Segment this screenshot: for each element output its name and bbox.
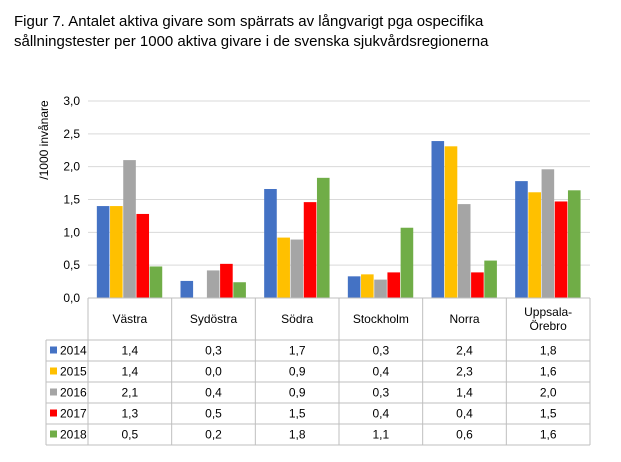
bar-2017 <box>387 272 401 298</box>
bar-2016 <box>374 279 387 298</box>
data-cell: 0,4 <box>205 386 222 400</box>
bar-2015 <box>110 206 123 298</box>
data-cell: 0,4 <box>372 365 389 379</box>
data-cell: 2,3 <box>456 365 473 379</box>
bar-2014 <box>347 276 361 298</box>
y-axis-ticks: 0,0 0,5 1,0 1,5 2,0 2,5 3,0 <box>63 94 80 305</box>
y-tick-label: 1,5 <box>63 193 80 207</box>
bar-2014 <box>180 280 194 298</box>
bar-2017 <box>220 263 233 298</box>
chart-title: Figur 7. Antalet aktiva givare som spärr… <box>14 12 574 52</box>
bar-2017 <box>136 213 150 298</box>
data-cell: 2,1 <box>121 386 138 400</box>
y-tick-label: 1,0 <box>63 225 80 239</box>
bar-2015 <box>444 146 458 298</box>
bar-2016 <box>123 160 136 298</box>
data-cell: 0,3 <box>372 386 389 400</box>
legend-key-2016 <box>50 388 57 396</box>
data-cell: 1,7 <box>289 344 306 358</box>
bar-2018 <box>484 260 497 298</box>
gridlines <box>88 100 590 299</box>
data-cell: 0,2 <box>205 428 222 442</box>
data-cell: 1,4 <box>456 386 473 400</box>
legend-key-2017 <box>50 409 57 417</box>
bar-2014 <box>96 206 110 298</box>
bar-2015 <box>528 192 541 298</box>
data-cell: 1,6 <box>540 365 557 379</box>
data-cell: 0,9 <box>289 365 306 379</box>
bar-2015 <box>277 237 290 298</box>
bar-2016 <box>290 239 304 298</box>
y-tick-label: 0,5 <box>63 258 80 272</box>
y-tick-label: 2,5 <box>63 127 80 141</box>
data-cell: 0,3 <box>205 344 222 358</box>
chart-title-line-2: sållningstester per 1000 aktiva givare i… <box>14 33 489 50</box>
category-label: Norra <box>449 312 479 326</box>
data-cell: 1,6 <box>540 428 557 442</box>
legend-label: 2014 <box>60 344 87 358</box>
data-cell: 0,4 <box>456 407 473 421</box>
bar-2014 <box>515 181 528 298</box>
data-cell: 1,8 <box>540 344 557 358</box>
data-cell: 1,5 <box>289 407 306 421</box>
bar-2018 <box>316 177 330 298</box>
bar-2018 <box>149 266 163 298</box>
data-cell: 0,3 <box>372 344 389 358</box>
legend-label: 2018 <box>60 428 87 442</box>
legend-label: 2016 <box>60 386 87 400</box>
data-cell: 2,4 <box>456 344 473 358</box>
category-label: Södra <box>281 312 313 326</box>
bar-2017 <box>471 272 484 298</box>
y-axis-label: /1000 invånare <box>37 100 51 180</box>
category-label: Örebro <box>529 319 567 333</box>
data-cell: 1,3 <box>121 407 138 421</box>
data-cell: 0,5 <box>121 428 138 442</box>
category-label: Uppsala- <box>524 305 572 319</box>
data-cell: 1,4 <box>121 344 138 358</box>
data-table: Västra Sydöstra Södra Stockholm Norra Uppsala… <box>45 297 591 446</box>
category-label: Stockholm <box>353 312 409 326</box>
bar-2015 <box>361 274 374 298</box>
legend-key-2015 <box>50 367 57 375</box>
bar-2018 <box>567 190 581 298</box>
legend-key-2018 <box>50 430 57 438</box>
bar-2014 <box>431 141 445 298</box>
y-tick-label: 2,0 <box>63 160 80 174</box>
bar-2016 <box>457 204 471 298</box>
legend-label: 2017 <box>60 407 87 421</box>
y-tick-label: 0,0 <box>63 291 80 305</box>
data-cell: 0,9 <box>289 386 306 400</box>
bar-2017 <box>303 202 317 298</box>
bar-2018 <box>400 227 414 298</box>
data-cell: 1,8 <box>289 428 306 442</box>
data-cell: 0,6 <box>456 428 473 442</box>
bars <box>96 141 581 298</box>
bar-2018 <box>233 282 246 298</box>
data-cell: 1,1 <box>372 428 389 442</box>
bar-2016 <box>206 270 220 298</box>
bar-2017 <box>554 201 568 298</box>
category-label: Västra <box>112 312 147 326</box>
legend-key-2014 <box>50 346 57 354</box>
data-cell: 0,5 <box>205 407 222 421</box>
data-cell: 2,0 <box>540 386 557 400</box>
data-cell: 1,5 <box>540 407 557 421</box>
data-cell: 0,4 <box>372 407 389 421</box>
data-cell: 0,0 <box>205 365 222 379</box>
chart-title-line-1: Figur 7. Antalet aktiva givare som spärr… <box>14 13 484 30</box>
legend-label: 2015 <box>60 365 87 379</box>
y-tick-label: 3,0 <box>63 94 80 108</box>
bar-2014 <box>264 188 277 298</box>
bar-2016 <box>541 169 555 298</box>
data-cell: 1,4 <box>121 365 138 379</box>
category-label: Sydöstra <box>190 312 238 326</box>
